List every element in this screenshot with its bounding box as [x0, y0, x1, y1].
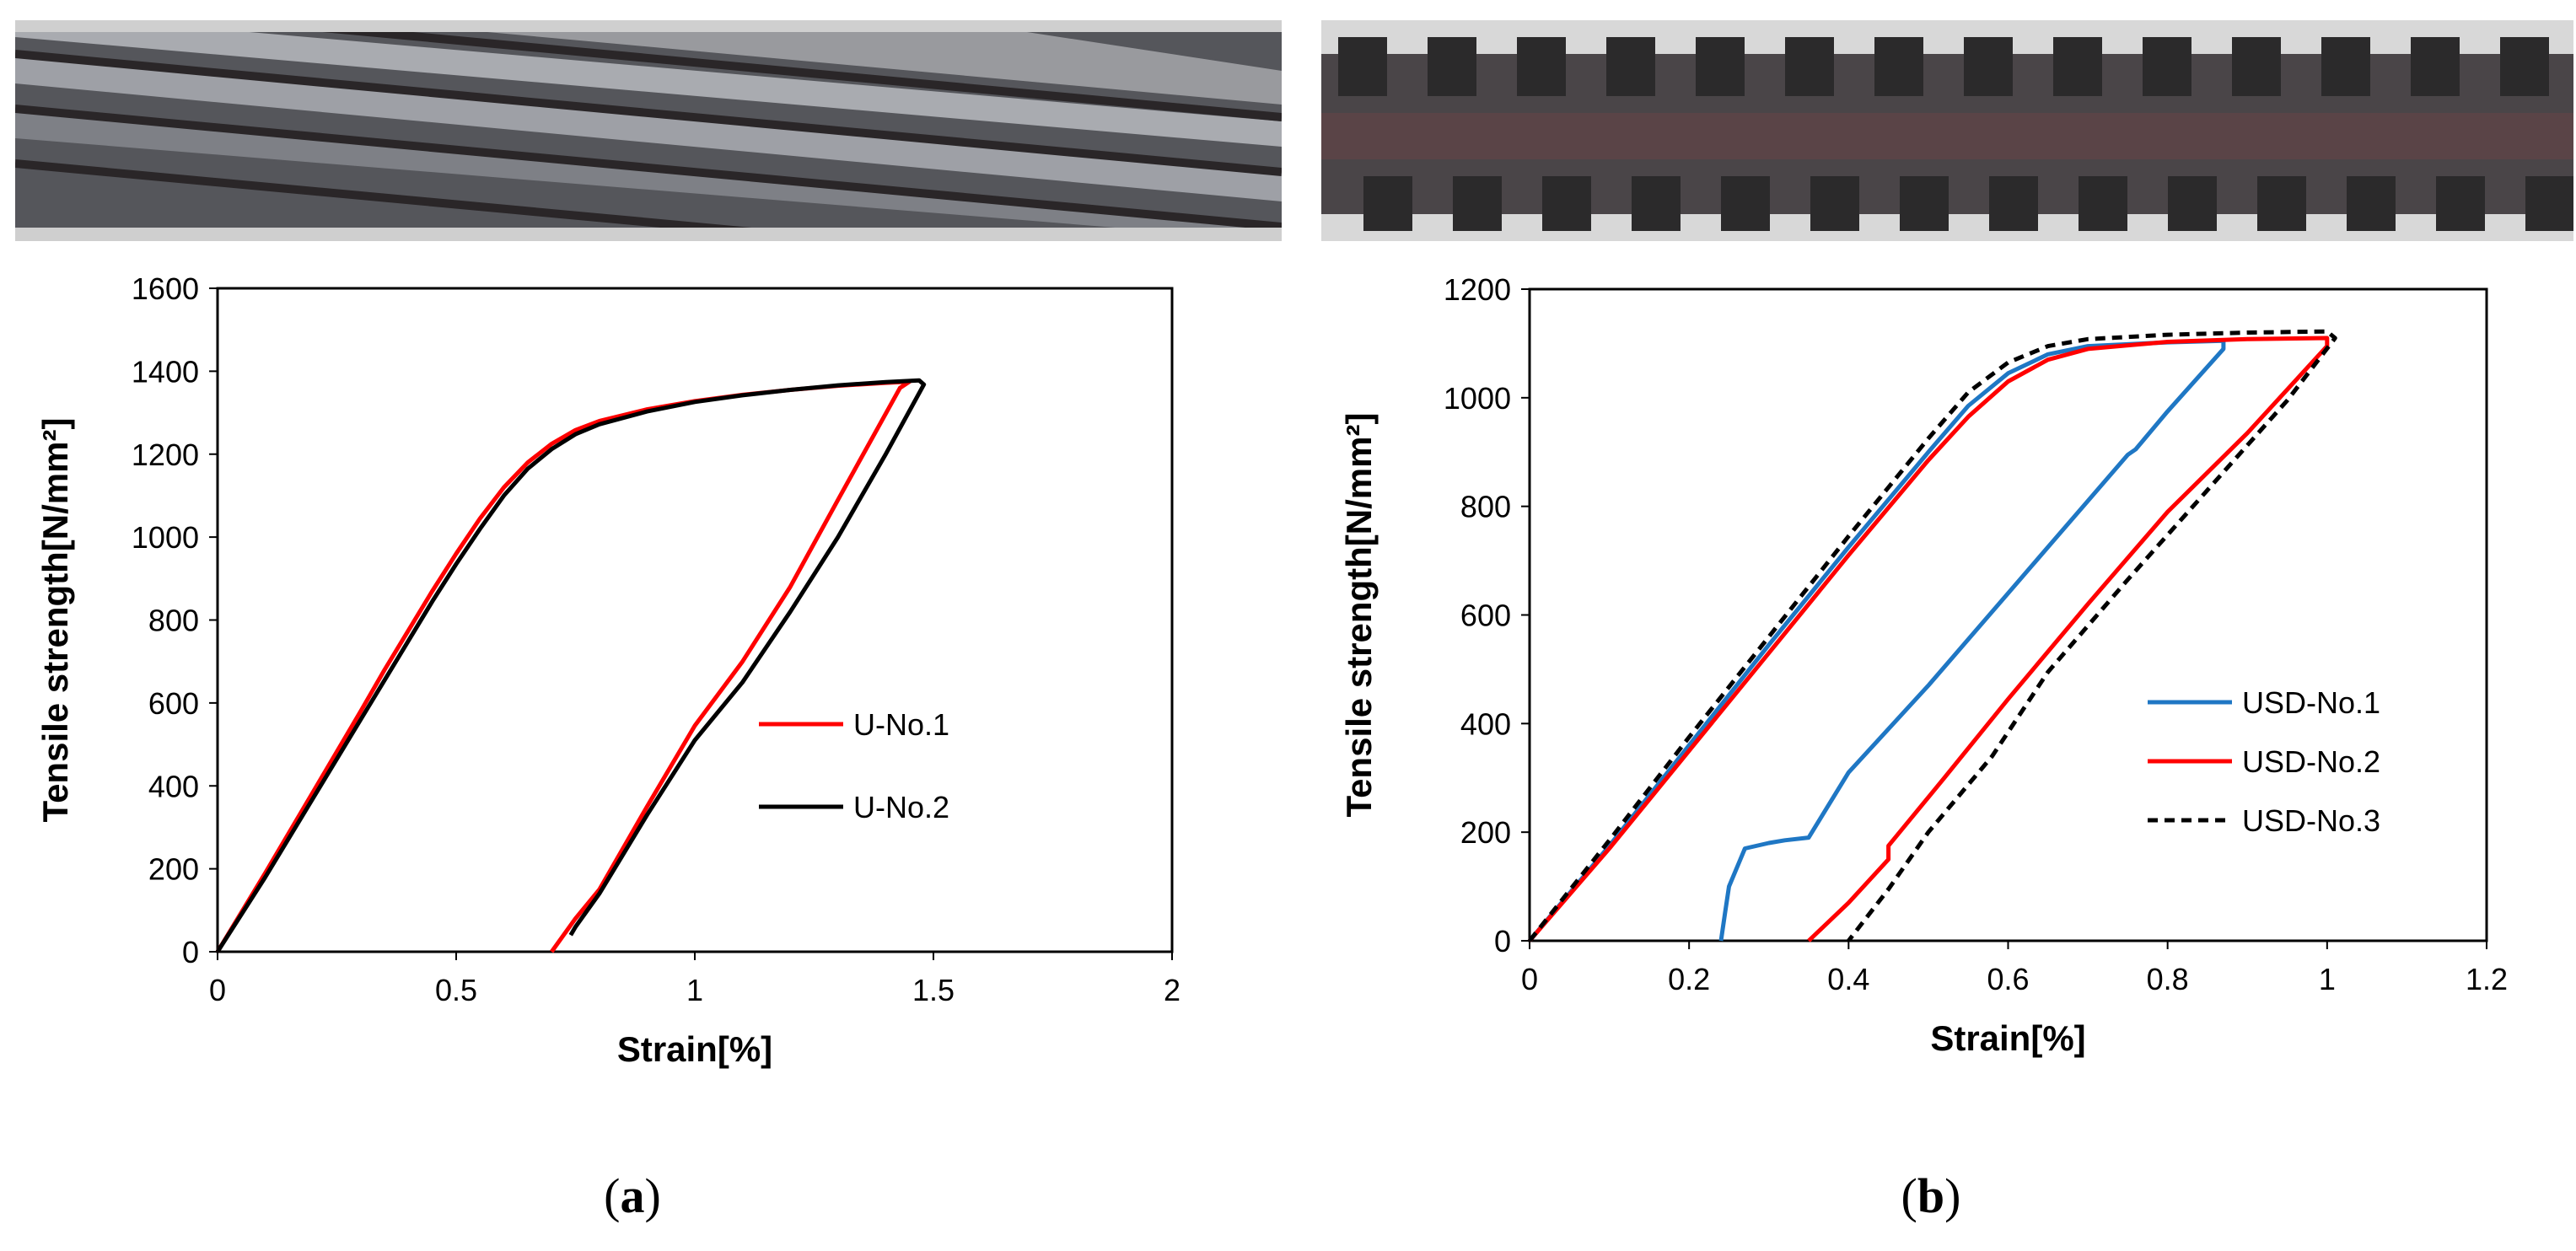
caption-b: (b): [1901, 1168, 1961, 1223]
bar-lug-bottom: [1632, 176, 1681, 231]
deformed-bar-image: [1321, 20, 2573, 241]
y-tick-label: 1200: [132, 438, 199, 472]
x-tick-label: 0.6: [1987, 962, 2029, 996]
caption-b-letter: b: [1917, 1168, 1945, 1223]
y-tick-label: 200: [1460, 815, 1511, 850]
twisted-strand-photo: [15, 20, 1282, 241]
y-tick-label: 800: [1460, 490, 1511, 524]
x-tick-label: 2: [1164, 973, 1180, 1007]
bar-lug-top: [2143, 37, 2191, 96]
x-tick-label: 1: [2319, 962, 2336, 996]
bar-lug-bottom: [2347, 176, 2396, 231]
bar-lug-bottom: [2436, 176, 2485, 231]
series-line-2: [215, 378, 927, 953]
y-tick-label: 600: [148, 686, 199, 721]
legend-label-1: USD-No.1: [2242, 685, 2380, 720]
bar-lug-top: [2411, 37, 2460, 96]
series-line-1: [1528, 338, 2226, 942]
bar-lug-bottom: [1900, 176, 1949, 231]
chart-a: 0 200 400 600 800 1000 1200 1400 1600 0 0.5 1 1.5 2 St…: [35, 271, 1180, 1069]
bar-lug-top: [1338, 37, 1387, 96]
bar-lug-top: [2053, 37, 2102, 96]
plot-area-frame: [1528, 287, 2488, 942]
x-tick-label: 0.5: [435, 973, 477, 1007]
y-axis-label: Tensile strength[N/mm²]: [1339, 413, 1379, 818]
y-tick-label: 200: [148, 852, 199, 887]
x-tick-label: 0.4: [1827, 962, 1869, 996]
series-line-1: [215, 379, 912, 953]
x-tick-label: 0: [209, 973, 226, 1007]
bar-lug-top: [2500, 37, 2549, 96]
bar-lug-bottom: [1810, 176, 1859, 231]
y-tick-label: 0: [182, 935, 199, 969]
twisted-strand-image: [15, 20, 1282, 241]
chart-b: 0 200 400 600 800 1000 1200 0 0.2 0.4 0.6 0.8 1 1.2 St…: [1339, 272, 2508, 1058]
caption-a: (a): [604, 1168, 661, 1223]
deformed-bar-photo: [1321, 20, 2573, 241]
x-tick-label: 0: [1521, 962, 1538, 996]
panel-b: 0 200 400 600 800 1000 1200 0 0.2 0.4 0.6 0.8 1 1.2 St…: [1288, 0, 2576, 1251]
bar-lug-bottom: [1453, 176, 1502, 231]
y-tick-label: 600: [1460, 599, 1511, 633]
bar-lug-bottom: [1989, 176, 2038, 231]
y-tick-label: 0: [1494, 924, 1511, 958]
bar-lug-top: [1428, 37, 1476, 96]
y-tick-label: 1200: [1444, 272, 1511, 307]
bar-lug-top: [1606, 37, 1655, 96]
y-tick-label: 800: [148, 604, 199, 638]
legend-label-2: USD-No.2: [2242, 744, 2380, 779]
bar-lug-top: [1696, 37, 1745, 96]
legend-label-2: U-No.2: [853, 790, 949, 824]
panel-a: 0 200 400 600 800 1000 1200 1400 1600 0 0.5 1 1.5 2 St…: [15, 20, 1282, 1223]
caption-a-letter: a: [620, 1168, 645, 1223]
bar-lug-top: [2321, 37, 2370, 96]
bar-lug-top: [1517, 37, 1566, 96]
y-axis-label: Tensile strength[N/mm²]: [35, 418, 75, 823]
bar-lug-bottom: [2257, 176, 2306, 231]
bar-lug-top: [2232, 37, 2281, 96]
plot-area-frame: [216, 287, 1174, 953]
x-tick-label: 0.2: [1668, 962, 1710, 996]
x-axis-label: Strain[%]: [617, 1029, 772, 1069]
bar-lug-bottom: [2168, 176, 2217, 231]
y-tick-label: 1400: [132, 354, 199, 389]
bar-lug-bottom: [1542, 176, 1591, 231]
bar-lug-top: [1785, 37, 1834, 96]
bar-lug-bottom: [2079, 176, 2127, 231]
y-tick-label: 400: [148, 769, 199, 803]
y-tick-label: 400: [1460, 706, 1511, 741]
bar-lug-top: [1874, 37, 1923, 96]
bar-lug-bottom: [1721, 176, 1770, 231]
y-tick-label: 1000: [132, 520, 199, 555]
legend-label-1: U-No.1: [853, 707, 949, 742]
bar-lug-bottom: [1363, 176, 1412, 231]
series-line-2: [1528, 336, 2330, 942]
x-tick-label: 1.5: [912, 973, 955, 1007]
x-tick-label: 1: [686, 973, 703, 1007]
series-line-3: [1528, 329, 2337, 942]
x-tick-label: 1.2: [2466, 962, 2508, 996]
x-tick-label: 0.8: [2147, 962, 2189, 996]
legend-label-3: USD-No.3: [2242, 803, 2380, 838]
bar-lug-bottom: [2525, 176, 2573, 231]
y-tick-label: 1000: [1444, 381, 1511, 416]
bar-lug-top: [1964, 37, 2013, 96]
x-axis-label: Strain[%]: [1930, 1018, 2085, 1058]
y-tick-label: 1600: [132, 271, 199, 306]
